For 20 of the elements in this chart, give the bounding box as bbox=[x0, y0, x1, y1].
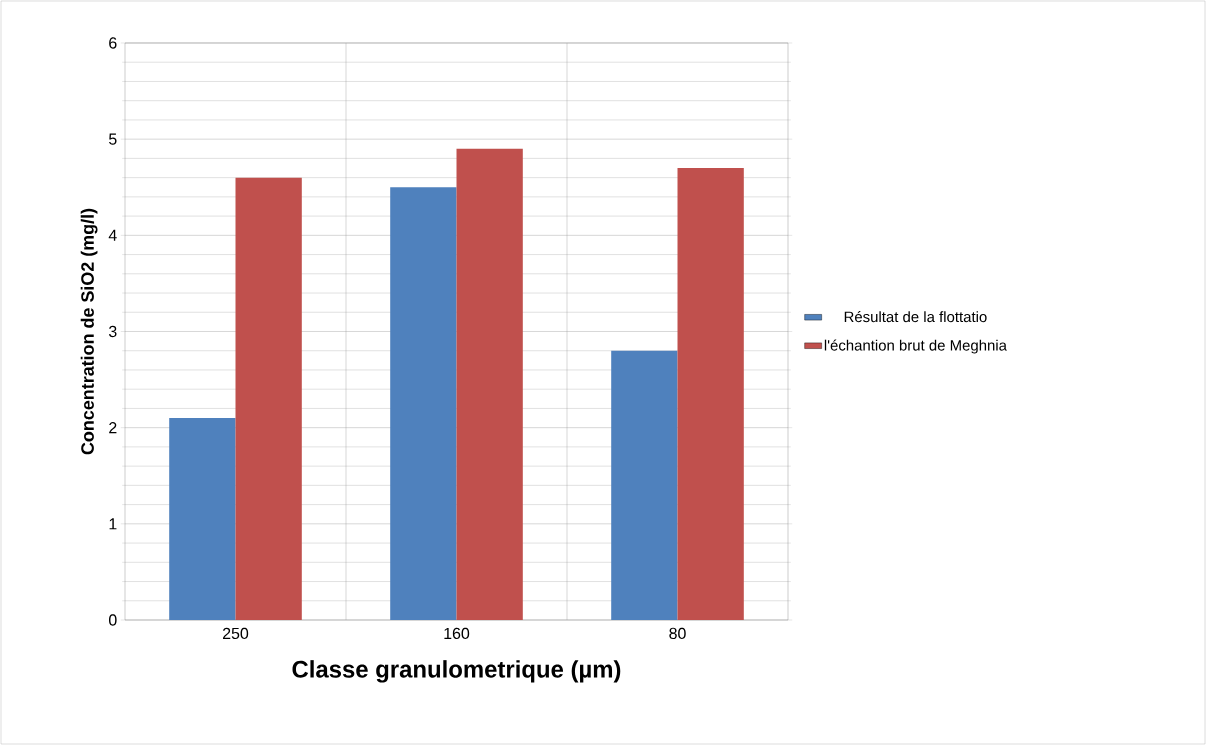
bar bbox=[456, 148, 523, 620]
x-tick-label: 80 bbox=[669, 627, 686, 640]
x-axis-title: Classe granulometrique (µm) bbox=[292, 660, 621, 683]
y-tick-label: 1 bbox=[109, 518, 117, 530]
y-tick-label: 4 bbox=[108, 229, 117, 241]
y-tick-label: 2 bbox=[109, 422, 117, 434]
y-tick-label: 6 bbox=[109, 37, 117, 49]
y-tick-label: 5 bbox=[109, 133, 117, 145]
bar bbox=[390, 187, 457, 620]
bar bbox=[677, 168, 744, 620]
legend-label: Résultat de la flottatio bbox=[844, 311, 987, 323]
bar bbox=[235, 177, 302, 620]
legend-label: l'échantion brut de Meghnia bbox=[824, 339, 1007, 354]
y-tick-label: 0 bbox=[108, 614, 117, 626]
y-tick-label: 3 bbox=[108, 325, 117, 338]
bar bbox=[169, 418, 236, 620]
x-tick-label: 250 bbox=[223, 627, 249, 640]
bar bbox=[611, 350, 678, 620]
y-axis-title: Concentration de SiO2 (mg/l) bbox=[80, 208, 98, 455]
x-tick-label: 160 bbox=[444, 627, 470, 640]
